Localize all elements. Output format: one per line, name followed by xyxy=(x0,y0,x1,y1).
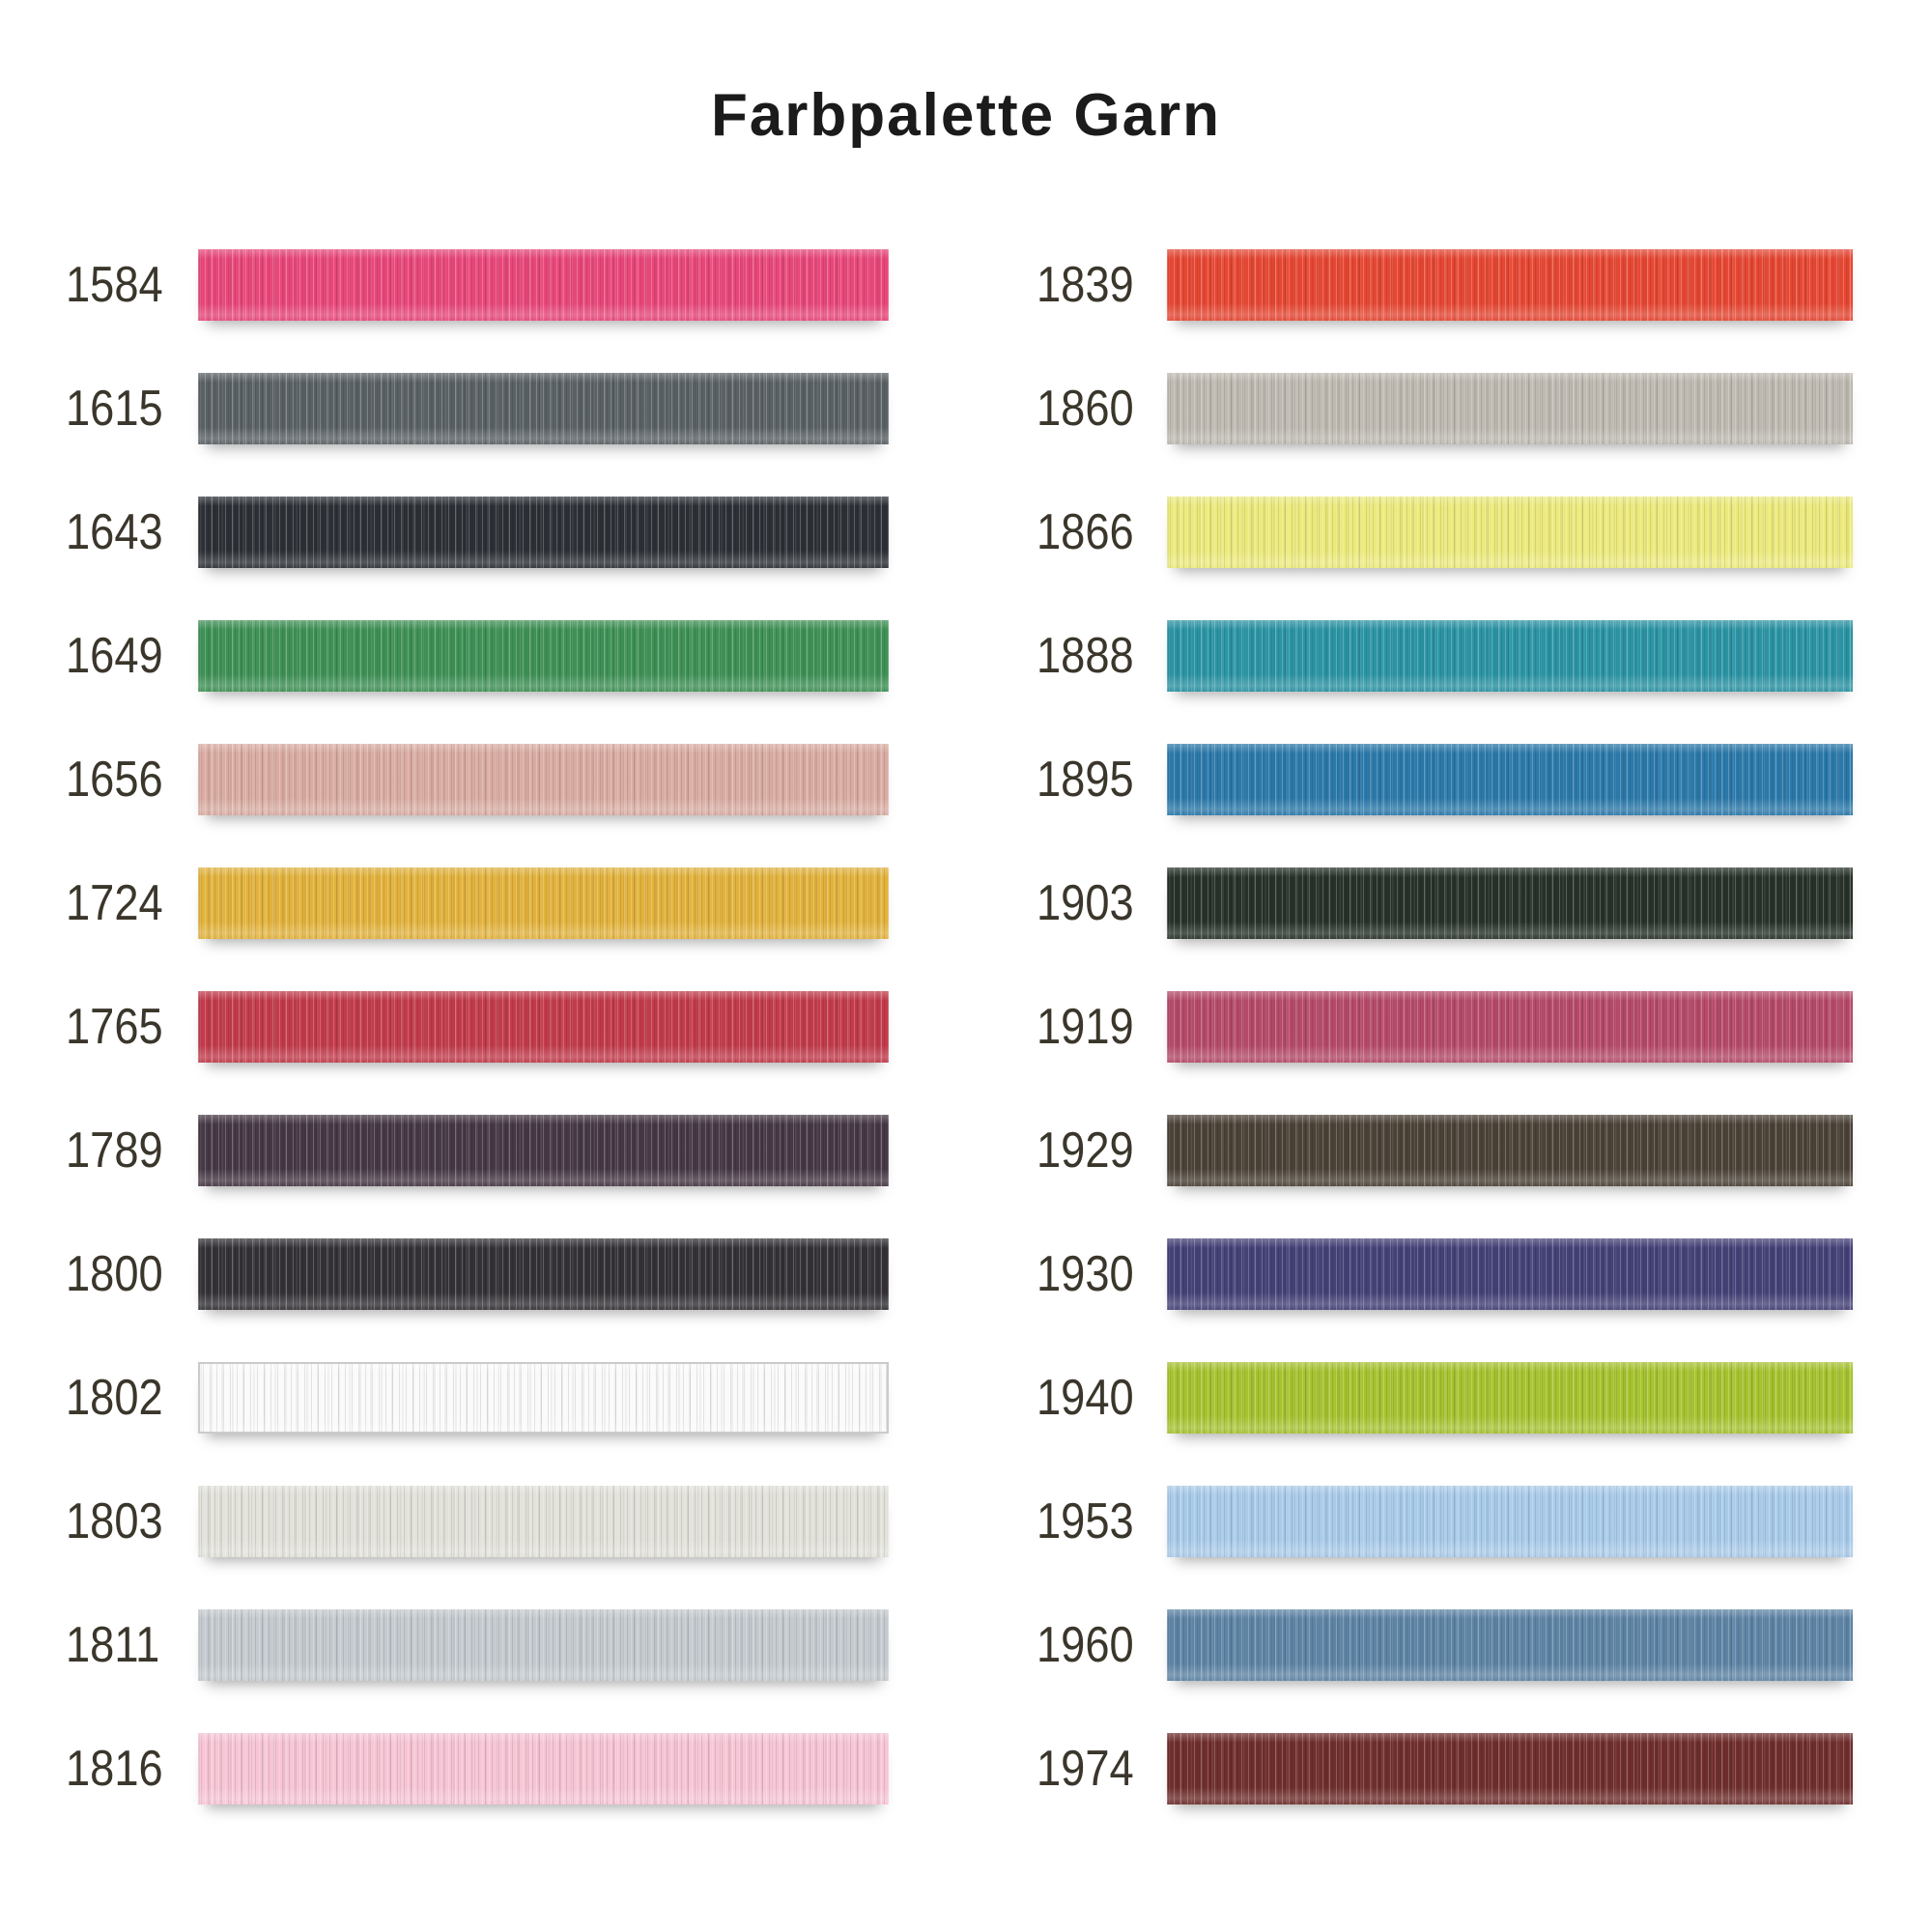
color-code-label: 1649 xyxy=(66,628,163,684)
palette-row: 1789 xyxy=(53,1115,889,1186)
color-code-label: 1803 xyxy=(66,1493,163,1549)
yarn-swatch xyxy=(198,1609,889,1681)
yarn-swatch xyxy=(1167,744,1853,815)
color-code-label: 1903 xyxy=(1037,875,1134,931)
yarn-swatch xyxy=(1167,1115,1853,1186)
palette-row: 1643 xyxy=(53,497,889,568)
color-code-label: 1643 xyxy=(66,504,163,560)
yarn-swatch xyxy=(198,1115,889,1186)
yarn-swatch xyxy=(1167,991,1853,1063)
palette-row: 1974 xyxy=(1024,1733,1853,1804)
yarn-swatch xyxy=(198,991,889,1063)
color-code-label: 1811 xyxy=(66,1617,160,1673)
page-title: Farbpalette Garn xyxy=(710,82,1222,149)
yarn-swatch xyxy=(1167,1362,1853,1434)
palette-column-right: 1839 1860 1866 1888 1895 1903 1919 1929 … xyxy=(1024,249,1853,1804)
yarn-swatch xyxy=(198,1486,889,1557)
color-code-label: 1929 xyxy=(1037,1122,1134,1179)
palette-row: 1615 xyxy=(53,373,889,444)
color-code-label: 1656 xyxy=(66,752,163,808)
palette-row: 1960 xyxy=(1024,1609,1853,1681)
palette-row: 1919 xyxy=(1024,991,1853,1063)
palette-row: 1940 xyxy=(1024,1362,1853,1434)
palette-row: 1839 xyxy=(1024,249,1853,321)
palette-row: 1930 xyxy=(1024,1238,1853,1310)
color-code-label: 1866 xyxy=(1037,504,1134,560)
color-code-label: 1724 xyxy=(66,875,163,931)
color-code-label: 1802 xyxy=(66,1370,163,1426)
color-code-label: 1930 xyxy=(1037,1246,1134,1302)
palette-row: 1802 xyxy=(53,1362,889,1434)
color-code-label: 1615 xyxy=(66,381,163,437)
palette-row: 1866 xyxy=(1024,497,1853,568)
palette-row: 1903 xyxy=(1024,867,1853,939)
yarn-swatch xyxy=(1167,373,1853,444)
palette-row: 1803 xyxy=(53,1486,889,1557)
yarn-swatch xyxy=(1167,497,1853,568)
palette-row: 1929 xyxy=(1024,1115,1853,1186)
yarn-swatch xyxy=(198,620,889,692)
color-code-label: 1895 xyxy=(1037,752,1134,808)
color-code-label: 1816 xyxy=(66,1741,163,1797)
color-code-label: 1888 xyxy=(1037,628,1134,684)
palette-row: 1765 xyxy=(53,991,889,1063)
yarn-swatch xyxy=(1167,1486,1853,1557)
palette-row: 1724 xyxy=(53,867,889,939)
color-code-label: 1584 xyxy=(66,257,163,313)
palette-row: 1953 xyxy=(1024,1486,1853,1557)
palette-row: 1800 xyxy=(53,1238,889,1310)
color-code-label: 1789 xyxy=(66,1122,163,1179)
yarn-swatch xyxy=(1167,867,1853,939)
color-code-label: 1953 xyxy=(1037,1493,1134,1549)
yarn-swatch xyxy=(1167,249,1853,321)
palette-row: 1816 xyxy=(53,1733,889,1804)
yarn-swatch xyxy=(1167,1238,1853,1310)
color-code-label: 1839 xyxy=(1037,257,1134,313)
yarn-swatch xyxy=(198,1733,889,1804)
yarn-swatch xyxy=(198,744,889,815)
yarn-swatch xyxy=(198,1238,889,1310)
yarn-swatch xyxy=(198,373,889,444)
yarn-swatch xyxy=(198,497,889,568)
palette-row: 1584 xyxy=(53,249,889,321)
color-code-label: 1974 xyxy=(1037,1741,1134,1797)
yarn-swatch xyxy=(1167,620,1853,692)
palette-row: 1811 xyxy=(53,1609,889,1681)
palette-row: 1649 xyxy=(53,620,889,692)
yarn-swatch xyxy=(1167,1609,1853,1681)
color-code-label: 1960 xyxy=(1037,1617,1134,1673)
palette-row: 1860 xyxy=(1024,373,1853,444)
yarn-swatch xyxy=(198,249,889,321)
yarn-swatch xyxy=(198,1362,889,1434)
yarn-swatch xyxy=(198,867,889,939)
yarn-swatch xyxy=(1167,1733,1853,1804)
palette-grid: 1584 1615 1643 1649 1656 1724 1765 1789 … xyxy=(53,249,1853,1804)
color-code-label: 1940 xyxy=(1037,1370,1134,1426)
palette-column-left: 1584 1615 1643 1649 1656 1724 1765 1789 … xyxy=(53,249,889,1804)
color-code-label: 1765 xyxy=(66,999,163,1055)
palette-row: 1895 xyxy=(1024,744,1853,815)
palette-row: 1656 xyxy=(53,744,889,815)
color-code-label: 1860 xyxy=(1037,381,1134,437)
color-code-label: 1800 xyxy=(66,1246,163,1302)
color-code-label: 1919 xyxy=(1037,999,1134,1055)
palette-row: 1888 xyxy=(1024,620,1853,692)
